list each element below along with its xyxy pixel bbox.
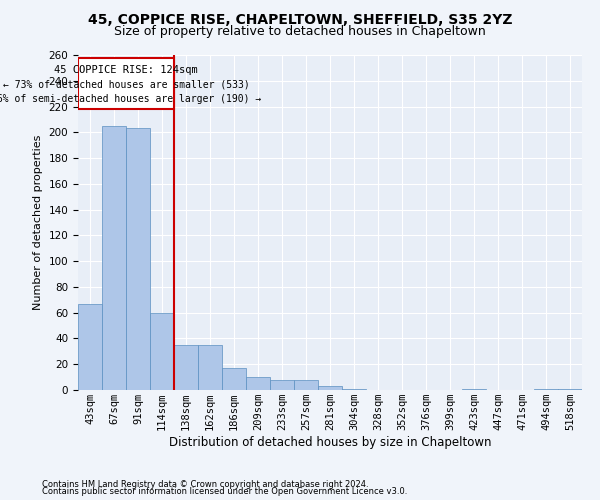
Bar (318, 386, 342, 390)
Text: 26% of semi-detached houses are larger (190) →: 26% of semi-detached houses are larger (… (0, 94, 261, 104)
Bar (246, 377, 270, 390)
Text: 45, COPPICE RISE, CHAPELTOWN, SHEFFIELD, S35 2YZ: 45, COPPICE RISE, CHAPELTOWN, SHEFFIELD,… (88, 12, 512, 26)
Bar (534, 388, 558, 390)
Bar (78, 304, 102, 390)
Bar (198, 345, 222, 390)
Bar (462, 388, 486, 390)
Text: Contains HM Land Registry data © Crown copyright and database right 2024.: Contains HM Land Registry data © Crown c… (42, 480, 368, 489)
Bar (174, 345, 198, 390)
Text: ← 73% of detached houses are smaller (533): ← 73% of detached houses are smaller (53… (2, 80, 250, 90)
Text: Contains public sector information licensed under the Open Government Licence v3: Contains public sector information licen… (42, 487, 407, 496)
X-axis label: Distribution of detached houses by size in Chapeltown: Distribution of detached houses by size … (169, 436, 491, 449)
Bar (126, 128, 150, 390)
Bar (294, 380, 318, 390)
Bar (558, 388, 582, 390)
Text: 45 COPPICE RISE: 124sqm: 45 COPPICE RISE: 124sqm (54, 66, 198, 76)
Text: Size of property relative to detached houses in Chapeltown: Size of property relative to detached ho… (114, 25, 486, 38)
Bar (270, 380, 294, 390)
Bar (342, 388, 366, 390)
Bar (222, 368, 246, 390)
Bar (150, 312, 174, 390)
Bar (102, 126, 126, 390)
Bar (78, 58, 174, 109)
Y-axis label: Number of detached properties: Number of detached properties (33, 135, 43, 310)
